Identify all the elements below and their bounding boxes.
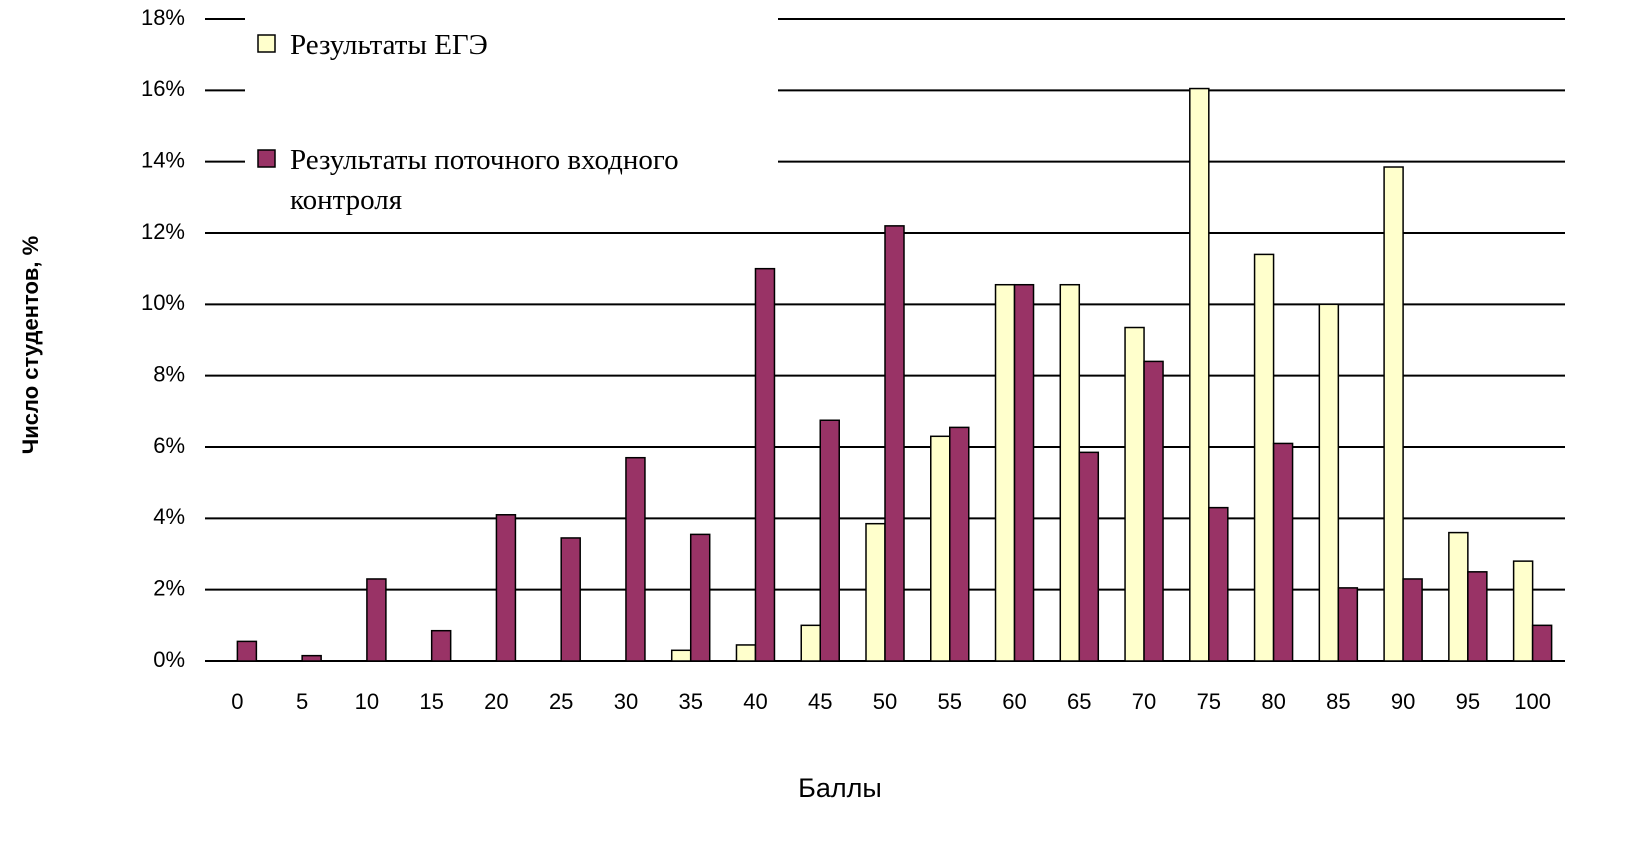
x-tick-label: 100 — [1514, 689, 1551, 714]
x-tick-label: 50 — [873, 689, 897, 714]
bar — [865, 522, 886, 662]
x-tick-label: 25 — [549, 689, 573, 714]
x-tick-label: 55 — [938, 689, 962, 714]
bar — [1189, 87, 1210, 662]
bar — [1448, 531, 1469, 662]
x-tick-label: 40 — [743, 689, 767, 714]
x-tick-label: 15 — [419, 689, 443, 714]
bar — [495, 514, 517, 662]
x-tick-label: 45 — [808, 689, 832, 714]
bar — [884, 225, 905, 662]
bar — [670, 649, 692, 662]
x-tick-label: 90 — [1391, 689, 1415, 714]
bar — [1402, 578, 1423, 662]
legend-swatch — [257, 149, 276, 168]
bar — [1078, 451, 1100, 662]
bar — [754, 267, 776, 662]
y-tick-label: 18% — [141, 5, 185, 30]
bar — [1318, 303, 1340, 662]
bar — [1253, 253, 1275, 662]
y-tick-label: 2% — [153, 575, 185, 600]
y-tick-label: 6% — [153, 433, 185, 458]
bar — [1124, 326, 1145, 662]
y-tick-label: 16% — [141, 76, 185, 101]
bar — [994, 283, 1016, 662]
bar — [1059, 283, 1081, 662]
legend-swatch — [257, 34, 276, 53]
x-tick-label: 70 — [1132, 689, 1156, 714]
bar — [366, 578, 387, 662]
bar — [1467, 571, 1488, 662]
legend-label: Результаты ЕГЭ — [290, 29, 488, 61]
y-tick-label: 0% — [153, 647, 185, 672]
x-tick-label: 65 — [1067, 689, 1091, 714]
bar — [560, 537, 581, 662]
bar — [1272, 442, 1294, 662]
bar — [930, 435, 951, 662]
bar — [1531, 624, 1553, 662]
y-tick-label: 12% — [141, 219, 185, 244]
x-tick-label: 20 — [484, 689, 508, 714]
x-tick-label: 35 — [678, 689, 702, 714]
bar — [1383, 166, 1404, 662]
bar — [1143, 360, 1164, 662]
y-tick-label: 8% — [153, 361, 185, 386]
bar — [301, 654, 322, 662]
y-tick-label: 14% — [141, 147, 185, 172]
bar — [819, 419, 840, 662]
bar — [800, 624, 821, 662]
x-tick-label: 75 — [1197, 689, 1221, 714]
bar — [1208, 506, 1229, 662]
legend-background — [245, 8, 778, 223]
x-tick-label: 60 — [1002, 689, 1026, 714]
bar — [1013, 283, 1035, 662]
bar — [689, 533, 711, 662]
x-tick-label: 85 — [1326, 689, 1350, 714]
x-tick-label: 80 — [1261, 689, 1285, 714]
x-tick-label: 95 — [1456, 689, 1480, 714]
bar — [1337, 587, 1359, 662]
y-axis-label: Число студентов, % — [18, 236, 43, 454]
x-tick-label: 0 — [231, 689, 243, 714]
x-tick-label: 30 — [614, 689, 638, 714]
bar — [236, 640, 258, 662]
y-tick-label: 4% — [153, 504, 185, 529]
bar — [430, 629, 452, 662]
bar — [949, 426, 970, 662]
y-tick-label: 10% — [141, 290, 185, 315]
x-tick-label: 5 — [296, 689, 308, 714]
bar — [625, 456, 646, 662]
legend-label: Результаты поточного входного контроля — [290, 144, 679, 216]
x-axis-label: Баллы — [798, 773, 882, 803]
bar — [1512, 560, 1534, 662]
x-tick-label: 10 — [355, 689, 379, 714]
bar — [735, 644, 757, 662]
